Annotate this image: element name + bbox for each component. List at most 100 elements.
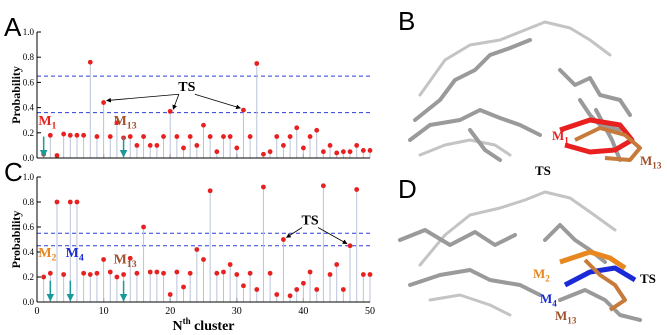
point xyxy=(48,133,53,138)
point xyxy=(308,270,313,275)
y-tick-label: 1.0 xyxy=(23,27,35,37)
point xyxy=(115,275,120,280)
point xyxy=(348,149,353,154)
annotation-sub: 13 xyxy=(127,259,137,270)
point xyxy=(61,272,66,277)
point xyxy=(214,149,219,154)
point xyxy=(254,61,259,66)
point xyxy=(194,143,199,148)
point xyxy=(101,100,106,105)
point xyxy=(294,287,299,292)
x-axis-label-rest: cluster xyxy=(191,319,235,334)
point xyxy=(55,200,60,205)
x-tick-label: 40 xyxy=(298,306,308,317)
annotation-text: M xyxy=(114,114,127,129)
point xyxy=(75,200,80,205)
x-axis-label: Nth cluster xyxy=(172,316,234,334)
y-tick-label: 0.2 xyxy=(23,128,34,138)
point xyxy=(75,133,80,138)
point xyxy=(268,271,273,276)
point xyxy=(368,148,373,153)
point xyxy=(95,271,100,276)
annotation-text: M xyxy=(552,128,564,143)
point xyxy=(241,108,246,113)
point xyxy=(274,292,279,297)
annotation-sub: 2 xyxy=(52,253,57,264)
point xyxy=(281,237,286,242)
point xyxy=(301,146,306,151)
point xyxy=(248,271,253,276)
point xyxy=(81,271,86,276)
point xyxy=(221,270,226,275)
arrow xyxy=(173,94,179,109)
point xyxy=(321,149,326,154)
annotation: M13 xyxy=(555,308,577,325)
point xyxy=(48,271,53,276)
point xyxy=(294,125,299,130)
annotation-text: M xyxy=(38,114,51,129)
arrow xyxy=(318,228,347,244)
point xyxy=(314,128,319,133)
point xyxy=(101,257,106,262)
annotation-text: M xyxy=(640,153,652,168)
annotation-sub: 1 xyxy=(52,121,57,132)
point xyxy=(361,272,366,277)
annotation-sub: 13 xyxy=(127,121,137,132)
panel-label: B xyxy=(398,6,415,36)
arrow xyxy=(286,228,302,238)
annotation-text: TS xyxy=(535,163,551,178)
annotation-text: M xyxy=(114,252,127,267)
point xyxy=(228,262,233,267)
point xyxy=(201,257,206,262)
point xyxy=(334,151,339,156)
point xyxy=(188,271,193,276)
x-tick-label: 50 xyxy=(365,306,375,317)
y-tick-label: 0.8 xyxy=(23,197,35,207)
point xyxy=(41,275,46,280)
point xyxy=(148,270,153,275)
point xyxy=(248,134,253,139)
point xyxy=(68,200,73,205)
point xyxy=(354,143,359,148)
x-tick-label: 20 xyxy=(165,306,175,317)
y-axis-label: Probability xyxy=(9,211,23,269)
annotation-text: M xyxy=(555,308,567,323)
point xyxy=(341,149,346,154)
point xyxy=(135,271,140,276)
point xyxy=(141,225,146,230)
point xyxy=(194,247,199,252)
point xyxy=(154,270,159,275)
y-tick-label: 1.0 xyxy=(23,172,35,182)
point xyxy=(135,143,140,148)
y-tick-label: 0.4 xyxy=(23,247,35,257)
molecule-b xyxy=(410,22,640,160)
y-tick-label: 0.4 xyxy=(23,103,35,113)
x-axis-label-sup: th xyxy=(183,316,191,326)
x-tick-label: 10 xyxy=(99,306,109,317)
point xyxy=(368,272,373,277)
annotation-text: M xyxy=(540,291,552,306)
point xyxy=(121,272,126,277)
annotation: M13 xyxy=(114,252,137,270)
point xyxy=(168,109,173,114)
point xyxy=(174,134,179,139)
point xyxy=(288,293,293,298)
arrow xyxy=(195,94,241,108)
annotation: M2 xyxy=(533,266,550,283)
point xyxy=(274,134,279,139)
annotation: TS xyxy=(640,271,656,286)
y-tick-label: 0.6 xyxy=(23,222,35,232)
figure: AProbability0.00.20.40.60.81.0TSM1M13CPr… xyxy=(0,0,667,335)
point xyxy=(214,271,219,276)
point xyxy=(254,287,259,292)
point xyxy=(154,143,159,148)
point xyxy=(208,134,213,139)
molecule-d xyxy=(400,192,640,320)
annotation-text: TS xyxy=(178,80,195,95)
point xyxy=(334,262,339,267)
annotation-sub: 4 xyxy=(552,298,557,308)
point xyxy=(174,270,179,275)
annotation-sub: 13 xyxy=(652,160,662,170)
point xyxy=(81,133,86,138)
x-tick-label: 0 xyxy=(35,306,40,317)
